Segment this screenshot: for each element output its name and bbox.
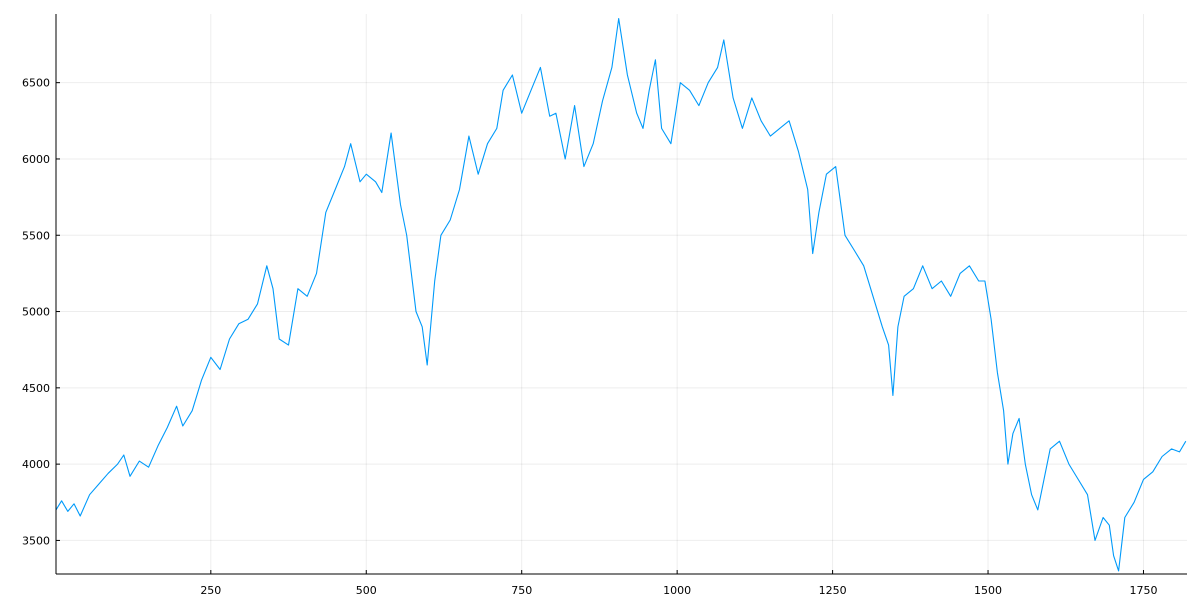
y-tick-label-5500: 5500 bbox=[22, 229, 50, 242]
y-tick-label-4000: 4000 bbox=[22, 458, 50, 471]
x-axis-ticks: 250 500 750 1000 1250 1500 1750 bbox=[200, 570, 1157, 597]
y-tick-label-5000: 5000 bbox=[22, 306, 50, 319]
y-axis-ticks: 3500 4000 4500 5000 5500 6000 6500 bbox=[22, 77, 60, 547]
y-tick-label-3500: 3500 bbox=[22, 534, 50, 547]
series-line-0 bbox=[55, 18, 1187, 572]
x-tick-label-1500: 1500 bbox=[974, 584, 1002, 597]
x-tick-label-1000: 1000 bbox=[663, 584, 691, 597]
x-tick-label-750: 750 bbox=[511, 584, 532, 597]
grid-lines bbox=[56, 14, 1187, 574]
y-tick-label-6000: 6000 bbox=[22, 153, 50, 166]
y-tick-label-6500: 6500 bbox=[22, 77, 50, 90]
x-tick-label-1250: 1250 bbox=[819, 584, 847, 597]
x-tick-label-250: 250 bbox=[200, 584, 221, 597]
axes bbox=[55, 14, 1187, 575]
x-tick-label-500: 500 bbox=[356, 584, 377, 597]
series-group bbox=[55, 18, 1187, 572]
x-tick-label-1750: 1750 bbox=[1129, 584, 1157, 597]
y-tick-label-4500: 4500 bbox=[22, 382, 50, 395]
